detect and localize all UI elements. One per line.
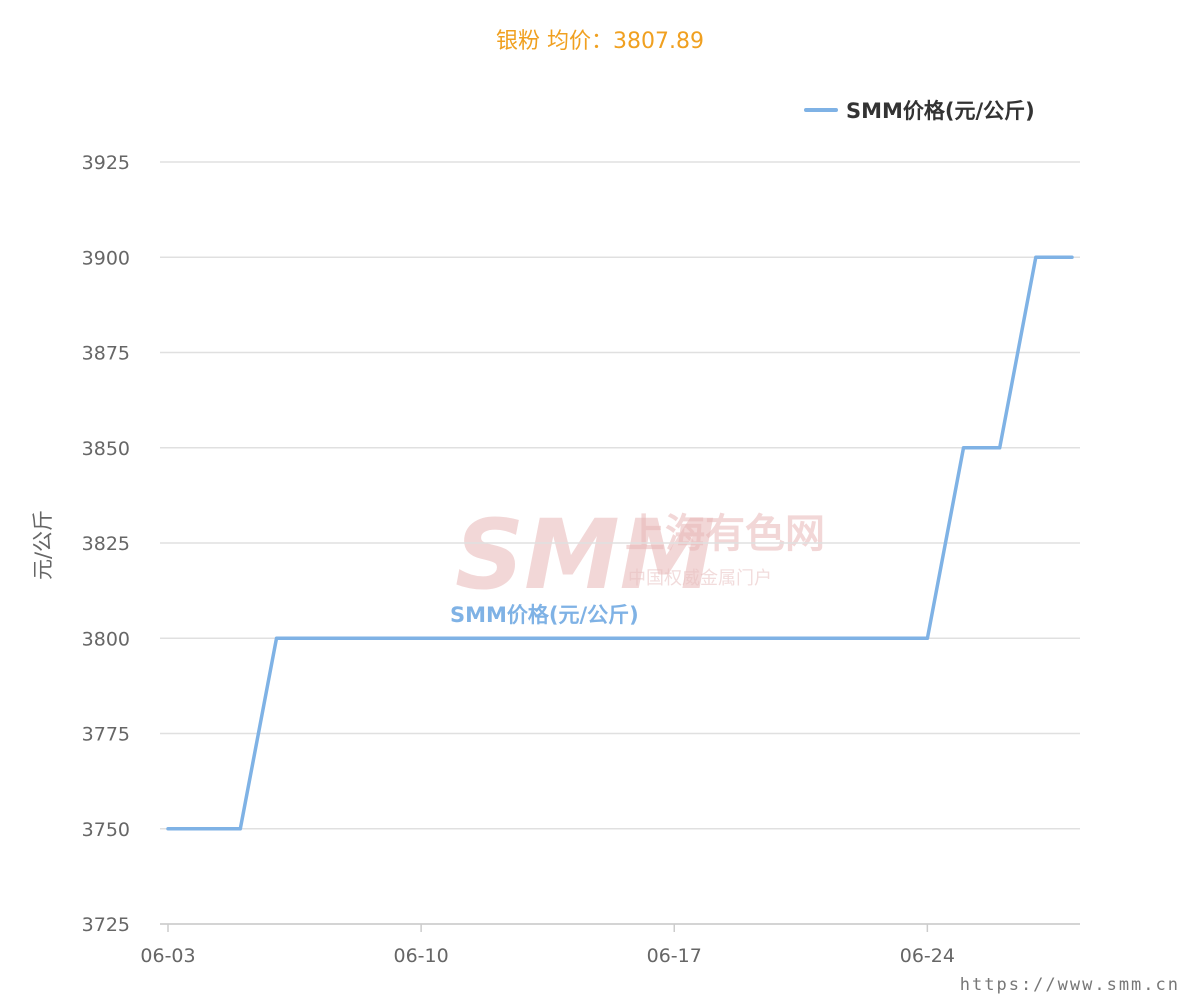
y-tick-label: 3900 bbox=[82, 247, 130, 269]
chart-title: 银粉 均价：3807.89 bbox=[496, 29, 704, 54]
legend-label: SMM价格(元/公斤) bbox=[846, 99, 1035, 123]
series-label: SMM价格(元/公斤) bbox=[450, 603, 639, 627]
y-tick-label: 3750 bbox=[82, 819, 130, 841]
y-tick-label: 3875 bbox=[82, 343, 130, 365]
watermark-brand: SMM bbox=[455, 499, 715, 611]
y-tick-label: 3725 bbox=[82, 914, 130, 936]
y-tick-label: 3925 bbox=[82, 152, 130, 174]
series-line-group bbox=[166, 255, 1074, 831]
x-axis: 06-03 06-10 06-17 06-24 bbox=[140, 923, 1080, 967]
watermark-subtitle: 中国权威金属门户 bbox=[628, 568, 772, 589]
watermark: SMM 上海有色网 中国权威金属门户 bbox=[455, 499, 825, 611]
legend[interactable]: SMM价格(元/公斤) bbox=[804, 99, 1035, 123]
y-tick-label: 3825 bbox=[82, 533, 130, 555]
watermark-name: 上海有色网 bbox=[625, 511, 825, 557]
series-line bbox=[166, 255, 1074, 831]
y-tick-label: 3850 bbox=[82, 438, 130, 460]
y-axis-label: 元/公斤 bbox=[31, 510, 55, 580]
x-tick-label: 06-03 bbox=[140, 945, 195, 967]
x-tick-label: 06-10 bbox=[394, 945, 449, 967]
x-tick-label: 06-17 bbox=[647, 945, 702, 967]
gridlines bbox=[160, 161, 1080, 925]
y-tick-label: 3800 bbox=[82, 628, 130, 650]
y-tick-label: 3775 bbox=[82, 724, 130, 746]
x-tick-label: 06-24 bbox=[900, 945, 955, 967]
source-url[interactable]: https://www.smm.cn bbox=[960, 975, 1180, 995]
y-axis-ticks: 3725 3750 3775 3800 3825 3850 3875 3900 3925 bbox=[82, 152, 130, 936]
